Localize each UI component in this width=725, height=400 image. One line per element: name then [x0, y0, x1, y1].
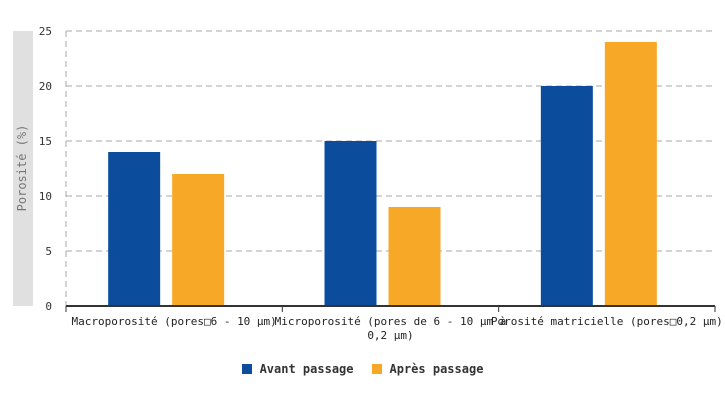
x-category-label: Microporosité (pores de 6 - 10 µm à — [275, 315, 507, 328]
bar — [108, 152, 161, 306]
legend: Avant passage Après passage — [0, 362, 725, 376]
legend-label: Après passage — [389, 362, 484, 376]
legend-item: Avant passage — [241, 362, 354, 376]
y-tick-label: 20 — [39, 80, 52, 93]
bar — [324, 141, 377, 306]
x-category-label: Macroporosité (pores□6 - 10 µm) — [72, 315, 277, 328]
y-tick-label: 10 — [39, 190, 52, 203]
y-axis-title: Porosité (%) — [15, 125, 29, 212]
x-category-label: 0,2 µm) — [367, 329, 413, 342]
bar — [604, 42, 657, 306]
y-tick-label: 5 — [45, 245, 52, 258]
y-tick-label: 15 — [39, 135, 52, 148]
x-category-label: Porosité matricielle (pores□0,2 µm) — [491, 315, 723, 328]
y-tick-label: 0 — [45, 300, 52, 313]
bar — [540, 86, 593, 306]
category-labels: Macroporosité (pores□6 - 10 µm)Microporo… — [72, 315, 723, 342]
bars — [108, 42, 657, 306]
ylabel-band — [13, 31, 33, 306]
y-axis-ticks: 0 5 10 15 20 25 — [39, 25, 52, 313]
bar — [388, 207, 441, 306]
legend-swatch — [371, 364, 382, 374]
y-tick-label: 25 — [39, 25, 52, 38]
legend-swatch — [241, 364, 252, 374]
bar — [172, 174, 225, 306]
legend-label: Avant passage — [259, 362, 354, 376]
x-axis — [65, 305, 716, 312]
legend-item: Après passage — [371, 362, 484, 376]
